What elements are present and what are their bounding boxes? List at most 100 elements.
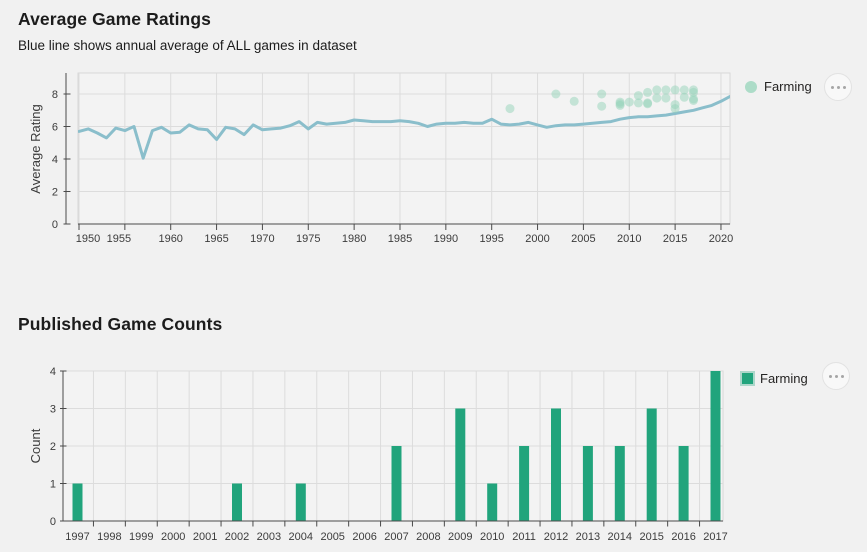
- x-tick-label: 1970: [250, 233, 274, 245]
- scatter-point-2016[interactable]: [679, 92, 689, 102]
- scatter-point-2012[interactable]: [643, 87, 653, 97]
- bar-2009[interactable]: [455, 408, 466, 522]
- y-axis-title: Count: [28, 428, 43, 463]
- scatter-point-2011[interactable]: [633, 91, 643, 101]
- x-tick-label: 1950: [76, 233, 100, 245]
- scatter-point-2004[interactable]: [569, 96, 579, 106]
- y-tick-label: 2: [52, 187, 58, 199]
- scatter-point-2011[interactable]: [633, 98, 643, 108]
- x-tick-label: 2002: [225, 531, 249, 543]
- ratings-chart-subtitle: Blue line shows annual average of ALL ga…: [18, 38, 357, 53]
- x-tick-label: 2016: [671, 531, 695, 543]
- scatter-point-2007[interactable]: [597, 101, 607, 111]
- scatter-point-2010[interactable]: [624, 97, 634, 107]
- x-tick-label: 1965: [204, 233, 228, 245]
- y-tick-label: 1: [50, 479, 56, 491]
- axes: [63, 73, 730, 230]
- x-tick-label: 2007: [384, 531, 408, 543]
- y-tick-label: 2: [50, 441, 56, 453]
- scatter-point-2016[interactable]: [679, 85, 689, 95]
- ratings-chart-title: Average Game Ratings: [18, 9, 211, 29]
- ratings-legend-item-farming[interactable]: Farming: [745, 79, 812, 94]
- x-tick-label: 1975: [296, 233, 320, 245]
- y-tick-label: 8: [52, 89, 58, 101]
- scatter-point-1997[interactable]: [505, 104, 515, 114]
- scatter-point-2012[interactable]: [643, 99, 653, 109]
- x-tick-label: 1997: [65, 531, 89, 543]
- x-tick-label: 2014: [608, 531, 632, 543]
- scatter-point-2017[interactable]: [689, 96, 698, 105]
- x-tick-label: 2017: [703, 531, 727, 543]
- scatter-point-2014[interactable]: [661, 85, 671, 95]
- bar-2017[interactable]: [710, 371, 721, 521]
- x-tick-label: 1985: [388, 233, 412, 245]
- bar-2002[interactable]: [232, 483, 242, 522]
- x-tick-label: 2004: [289, 531, 313, 543]
- y-tick-label: 4: [50, 366, 56, 378]
- axes: [60, 370, 723, 527]
- scatter-point-2002[interactable]: [551, 89, 561, 99]
- counts-chart-plot: 0 1 2 3 4 1997 1998 1999 2000 2001 2002 2003 2004 200…: [28, 366, 728, 543]
- scatter-point-2015[interactable]: [670, 104, 680, 114]
- bar-2014[interactable]: [614, 446, 625, 521]
- tick-labels: 0 1 2 3 4 1997 1998 1999 2000 2001 2002 2003 2004 200…: [50, 366, 728, 543]
- x-tick-label: 2006: [352, 531, 376, 543]
- y-tick-label: 4: [52, 154, 58, 166]
- scatter-point-2017[interactable]: [689, 87, 698, 97]
- ratings-chart-plot: 0 2 4 6 8 1950 1955 1960 1965 1970 1975 1980 1985 199…: [28, 72, 733, 245]
- bar-2013[interactable]: [582, 446, 593, 521]
- bar-2004[interactable]: [295, 483, 306, 522]
- bar-2012[interactable]: [551, 408, 561, 522]
- x-tick-label: 2005: [571, 233, 595, 245]
- x-tick-label: 1960: [158, 233, 182, 245]
- ratings-legend-label: Farming: [764, 79, 812, 94]
- scatter-point-2014[interactable]: [661, 93, 671, 103]
- counts-more-options-button[interactable]: [822, 362, 850, 390]
- x-tick-label: 1980: [342, 233, 366, 245]
- bar-2010[interactable]: [487, 483, 498, 522]
- x-tick-label: 2015: [663, 233, 687, 245]
- scatter-point-2007[interactable]: [597, 89, 607, 99]
- x-tick-label: 2003: [257, 531, 281, 543]
- x-tick-label: 2015: [639, 531, 663, 543]
- x-tick-label: 2010: [480, 531, 504, 543]
- y-tick-label: 0: [52, 219, 58, 231]
- tick-labels: 0 2 4 6 8 1950 1955 1960 1965 1970 1975 1980 1985 199…: [52, 89, 733, 245]
- bar-2011[interactable]: [519, 446, 530, 521]
- x-tick-label: 1999: [129, 531, 153, 543]
- x-tick-label: 2008: [416, 531, 440, 543]
- farming-scatter-points: [505, 85, 698, 114]
- ratings-more-options-button[interactable]: [824, 73, 852, 101]
- plot-area: [77, 72, 731, 225]
- x-tick-label: 1955: [107, 233, 131, 245]
- x-tick-label: 1990: [434, 233, 458, 245]
- y-tick-label: 3: [50, 404, 56, 416]
- x-tick-label: 2020: [709, 233, 733, 245]
- counts-chart-title: Published Game Counts: [18, 314, 223, 334]
- bar-2007[interactable]: [391, 446, 402, 521]
- bar-2016[interactable]: [678, 446, 689, 521]
- x-tick-label: 2010: [617, 233, 641, 245]
- counts-legend-label: Farming: [760, 371, 808, 386]
- x-tick-label: 2011: [512, 531, 536, 543]
- bar-2015[interactable]: [646, 408, 657, 522]
- gridlines: [78, 73, 730, 224]
- average-rating-line: [78, 94, 730, 160]
- x-tick-label: 2000: [161, 531, 185, 543]
- scatter-point-2015[interactable]: [670, 85, 680, 95]
- scatter-point-2013[interactable]: [652, 85, 662, 95]
- farming-bar-legend-icon: [742, 373, 753, 384]
- y-axis-title: Average Rating: [28, 104, 43, 193]
- x-tick-label: 2005: [320, 531, 344, 543]
- x-tick-label: 1995: [479, 233, 503, 245]
- x-tick-label: 2000: [525, 233, 549, 245]
- y-tick-label: 6: [52, 122, 58, 134]
- ellipsis-icon: [830, 85, 846, 89]
- scatter-point-2009[interactable]: [615, 100, 625, 110]
- scatter-point-2013[interactable]: [652, 93, 662, 103]
- bar-1997[interactable]: [72, 483, 83, 522]
- x-tick-label: 2009: [448, 531, 472, 543]
- counts-legend-item-farming[interactable]: Farming: [742, 371, 808, 386]
- x-tick-label: 2012: [544, 531, 568, 543]
